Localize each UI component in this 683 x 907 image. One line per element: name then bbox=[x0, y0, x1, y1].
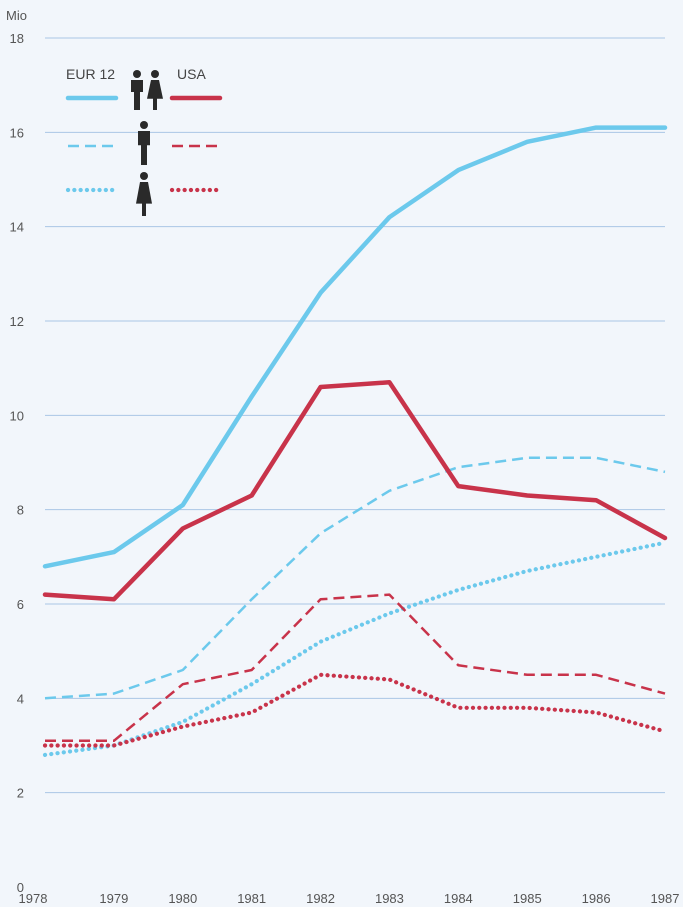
series-line-eur12-women bbox=[42, 540, 668, 758]
woman-icon bbox=[136, 172, 152, 216]
head bbox=[140, 121, 148, 129]
x-tick-label: 1986 bbox=[582, 891, 611, 906]
head bbox=[140, 172, 148, 180]
x-tick-label: 1980 bbox=[168, 891, 197, 906]
x-tick-label: 1983 bbox=[375, 891, 404, 906]
body bbox=[138, 131, 150, 165]
axis-layer: Mio 0 2 4 6 8 10 12 14 16 18 1978 1979 1980 1981 1982 1… bbox=[6, 8, 679, 906]
series-layer bbox=[42, 125, 668, 758]
y-tick-label: 12 bbox=[10, 314, 24, 329]
y-unit-label: Mio bbox=[6, 8, 27, 23]
legend-header-usa: USA bbox=[177, 66, 206, 82]
x-tick-label: 1987 bbox=[651, 891, 680, 906]
y-tick-label: 2 bbox=[17, 786, 24, 801]
body bbox=[131, 80, 143, 110]
x-tick-label: 1985 bbox=[513, 891, 542, 906]
y-tick-label: 6 bbox=[17, 597, 24, 612]
y-tick-label: 16 bbox=[10, 125, 24, 140]
series-line-eur12-men bbox=[44, 456, 666, 700]
y-tick-label: 4 bbox=[17, 691, 24, 706]
man-icon bbox=[138, 121, 150, 165]
body bbox=[136, 182, 152, 216]
head bbox=[133, 70, 141, 78]
man-icon bbox=[131, 70, 143, 110]
x-tick-label: 1981 bbox=[237, 891, 266, 906]
body bbox=[147, 80, 163, 110]
y-tick-label: 8 bbox=[17, 503, 24, 518]
head bbox=[151, 70, 159, 78]
y-tick-label: 18 bbox=[10, 31, 24, 46]
woman-icon bbox=[147, 70, 163, 110]
legend-header-eur12: EUR 12 bbox=[66, 66, 115, 82]
x-tick-label: 1979 bbox=[99, 891, 128, 906]
series-line-usa-men bbox=[45, 593, 666, 743]
series-line-eur12-total bbox=[42, 125, 668, 569]
legend: EUR 12 USA bbox=[65, 66, 223, 216]
x-tick-label: 1982 bbox=[306, 891, 335, 906]
series-line-usa-women bbox=[42, 672, 668, 748]
grid-layer bbox=[45, 37, 665, 794]
series-line-usa-total bbox=[42, 380, 668, 602]
y-tick-label: 10 bbox=[10, 408, 24, 423]
x-tick-label: 1978 bbox=[19, 891, 48, 906]
y-tick-label: 0 bbox=[17, 880, 24, 895]
x-tick-label: 1984 bbox=[444, 891, 473, 906]
y-tick-label: 14 bbox=[10, 220, 24, 235]
